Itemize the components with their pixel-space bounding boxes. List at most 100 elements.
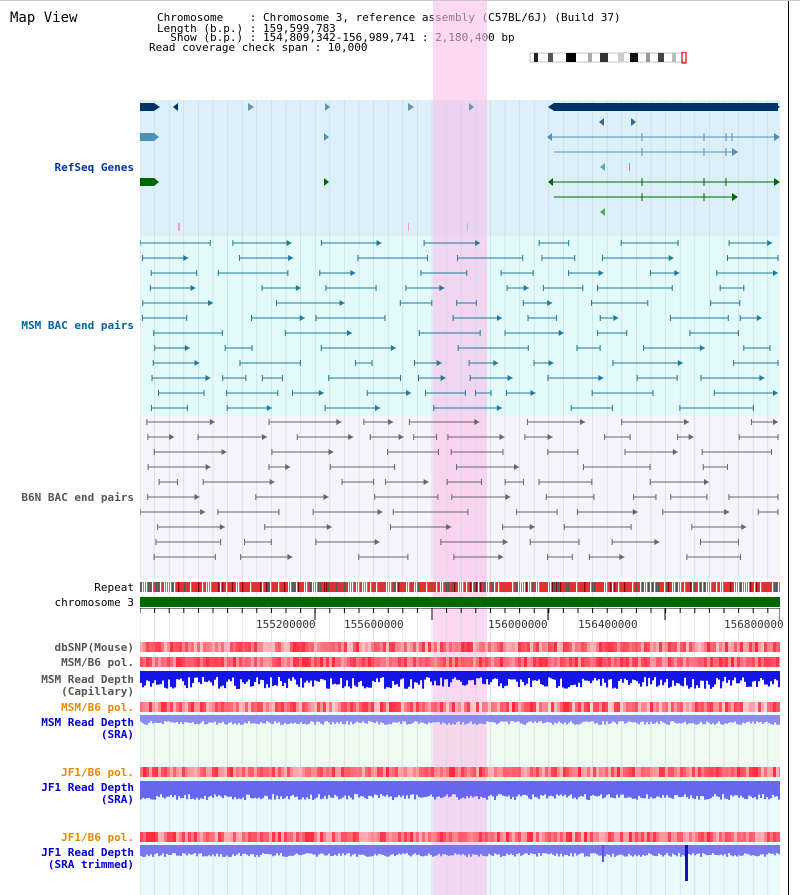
msm-bac-track[interactable] bbox=[140, 236, 780, 416]
track-label-repeat[interactable]: Repeat bbox=[94, 581, 134, 594]
depth-bar bbox=[170, 671, 173, 687]
depth-bar bbox=[678, 671, 681, 684]
polymorphism-cell bbox=[188, 767, 192, 777]
depth-bar bbox=[554, 781, 557, 799]
polymorphism-cell bbox=[470, 657, 474, 667]
depth-bar bbox=[252, 845, 255, 855]
depth-bar bbox=[258, 715, 261, 725]
depth-bar bbox=[452, 845, 455, 856]
depth-bar bbox=[148, 715, 151, 723]
track-label-msm-b6-pol[interactable]: MSM/B6 pol. bbox=[61, 656, 134, 669]
bac-end-arrow bbox=[190, 285, 196, 291]
polymorphism-cell bbox=[413, 832, 417, 842]
track-label-jf1-pol[interactable]: JF1/B6 pol. bbox=[61, 766, 134, 779]
repeat-element bbox=[344, 582, 346, 592]
polymorphism-cell bbox=[611, 702, 615, 712]
depth-bar bbox=[170, 845, 173, 855]
depth-bar bbox=[196, 781, 199, 798]
track-label-chromosome[interactable]: chromosome 3 bbox=[54, 596, 134, 609]
depth-bar bbox=[548, 715, 551, 723]
polymorphism-cell bbox=[455, 702, 459, 712]
repeat-element bbox=[592, 582, 594, 592]
polymorphism-cell bbox=[233, 767, 237, 777]
polymorphism-cell bbox=[530, 832, 534, 842]
polymorphism-cell bbox=[197, 832, 201, 842]
polymorphism-cell bbox=[386, 767, 390, 777]
track-label-msm-depth-sra[interactable]: MSM Read Depth bbox=[41, 716, 134, 729]
variation-tracks[interactable] bbox=[140, 640, 780, 895]
depth-bar bbox=[208, 715, 211, 723]
track-label-jf1-depth-sra[interactable]: JF1 Read Depth bbox=[41, 781, 134, 794]
depth-bar bbox=[436, 845, 439, 856]
depth-bar bbox=[732, 671, 735, 681]
polymorphism-cell bbox=[545, 642, 549, 652]
depth-bar bbox=[694, 715, 697, 725]
depth-bar bbox=[612, 845, 615, 854]
depth-bar bbox=[192, 781, 195, 799]
polymorphism-cell bbox=[638, 642, 642, 652]
depth-bar bbox=[596, 715, 599, 724]
depth-bar bbox=[772, 671, 775, 685]
polymorphism-cell bbox=[755, 767, 759, 777]
depth-bar bbox=[560, 715, 563, 723]
depth-bar bbox=[396, 715, 399, 723]
repeat-element bbox=[350, 582, 352, 592]
polymorphism-cell bbox=[257, 832, 261, 842]
repeat-element bbox=[716, 582, 718, 592]
polymorphism-cell bbox=[482, 767, 486, 777]
highlight-region[interactable] bbox=[433, 0, 487, 895]
chromosome-ideogram[interactable] bbox=[528, 52, 692, 64]
polymorphism-cell bbox=[611, 642, 615, 652]
repeat-element bbox=[158, 582, 160, 592]
depth-bar bbox=[296, 715, 299, 724]
track-label-msm-depth-cap[interactable]: MSM Read Depth bbox=[41, 673, 134, 686]
polymorphism-cell bbox=[722, 657, 726, 667]
polymorphism-cell bbox=[269, 657, 273, 667]
track-label-refseq[interactable]: RefSeq Genes bbox=[54, 161, 134, 174]
depth-bar bbox=[572, 671, 575, 686]
track-label-jf1-pol-2[interactable]: JF1/B6 pol. bbox=[61, 831, 134, 844]
depth-bar bbox=[452, 715, 455, 724]
depth-bar bbox=[720, 845, 723, 855]
depth-bar bbox=[400, 671, 403, 680]
polymorphism-cell bbox=[296, 702, 300, 712]
b6n-bac-track[interactable] bbox=[140, 416, 780, 578]
depth-bar bbox=[634, 781, 637, 799]
repeat-element bbox=[396, 582, 398, 592]
bac-end-arrow bbox=[261, 434, 267, 440]
track-label-msm-bac[interactable]: MSM BAC end pairs bbox=[21, 319, 134, 332]
polymorphism-cell bbox=[278, 642, 282, 652]
depth-bar bbox=[678, 715, 681, 724]
depth-bar bbox=[180, 781, 183, 799]
chromosome-bar[interactable] bbox=[140, 597, 780, 607]
depth-bar bbox=[188, 671, 191, 678]
depth-bar bbox=[230, 715, 233, 723]
polymorphism-cell bbox=[230, 642, 234, 652]
depth-bar bbox=[486, 781, 489, 800]
repeat-track[interactable] bbox=[140, 582, 780, 592]
polymorphism-cell bbox=[398, 767, 402, 777]
repeat-element bbox=[466, 582, 468, 592]
polymorphism-cell bbox=[578, 702, 582, 712]
polymorphism-cell bbox=[647, 657, 651, 667]
depth-bar bbox=[754, 671, 757, 681]
repeat-element bbox=[454, 582, 456, 592]
polymorphism-cell bbox=[647, 832, 651, 842]
depth-bar bbox=[694, 781, 697, 800]
bac-end-arrow bbox=[684, 419, 690, 425]
polymorphism-cell bbox=[674, 767, 678, 777]
depth-bar bbox=[698, 715, 701, 724]
repeat-element bbox=[238, 582, 240, 592]
track-label-dbsnp[interactable]: dbSNP(Mouse) bbox=[54, 641, 134, 654]
polymorphism-cell bbox=[278, 832, 282, 842]
track-label-b6n-bac[interactable]: B6N BAC end pairs bbox=[21, 491, 134, 504]
refseq-track[interactable] bbox=[140, 100, 780, 236]
depth-bar bbox=[764, 671, 767, 685]
track-label-jf1-depth-trim[interactable]: JF1 Read Depth bbox=[41, 846, 134, 859]
bac-end-arrow bbox=[269, 479, 275, 485]
depth-bar bbox=[406, 715, 409, 725]
depth-bar bbox=[150, 781, 153, 800]
depth-bar bbox=[608, 715, 611, 725]
polymorphism-cell bbox=[638, 767, 642, 777]
track-label-msm-b6-pol-2[interactable]: MSM/B6 pol. bbox=[61, 701, 134, 714]
